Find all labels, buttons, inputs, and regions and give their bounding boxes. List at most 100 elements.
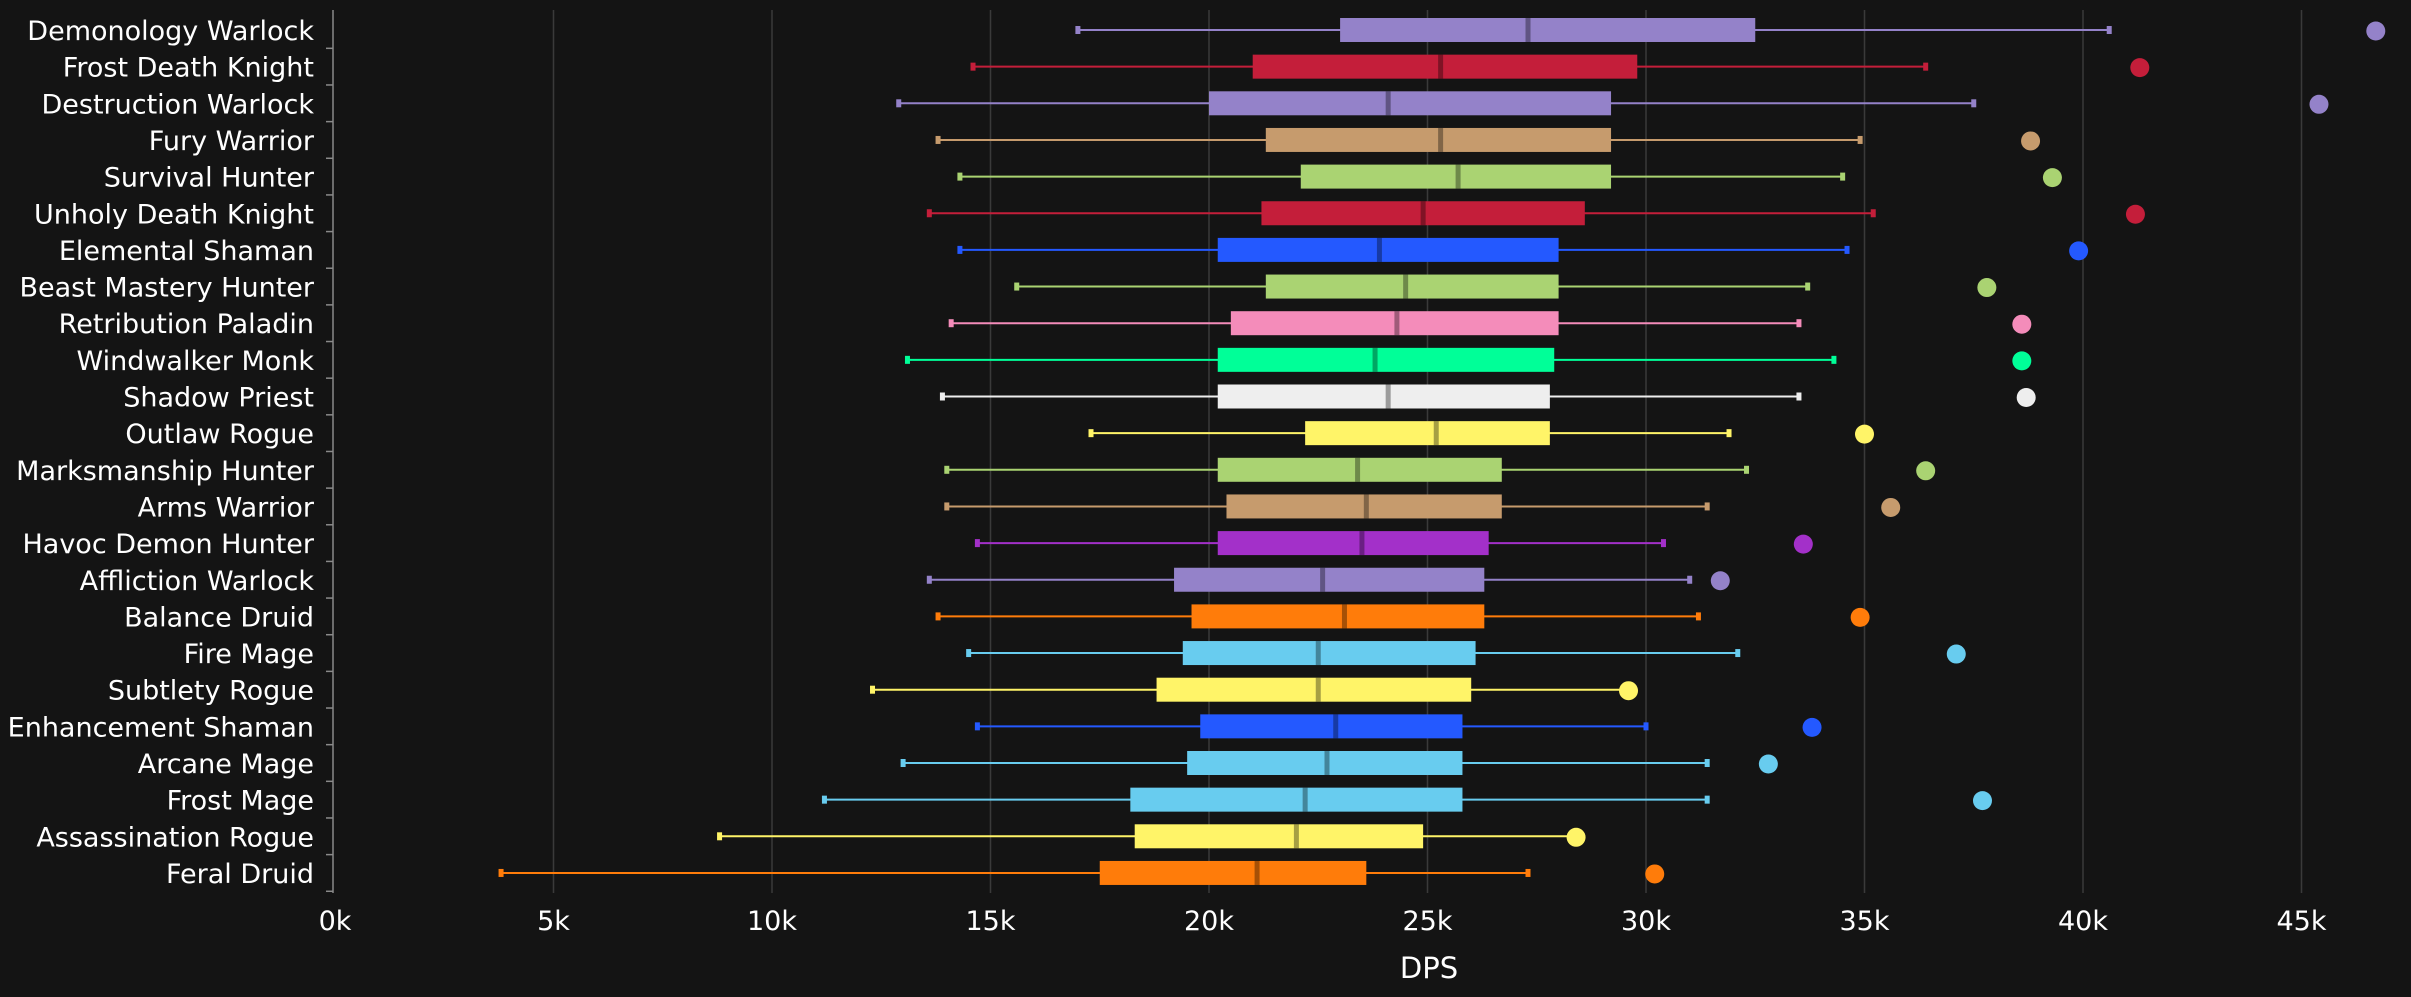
outlier-point: [1619, 681, 1639, 701]
median-line: [1385, 384, 1391, 409]
whisker-cap-min: [1075, 26, 1081, 34]
outlier-point: [1881, 497, 1901, 517]
x-tick-labels: 0k 5k 10k 15k 20k 25k 30k 35k 40k 45k: [319, 906, 2327, 937]
whisker-cap-min: [1014, 282, 1020, 291]
whisker-cap-min: [935, 135, 941, 144]
whisker-cap-max: [1744, 465, 1750, 474]
box-group: [821, 787, 1992, 812]
whisker-cap-max: [1805, 282, 1811, 291]
x-tick-label: 30k: [1621, 906, 1671, 937]
box-group: [926, 201, 2145, 226]
box-group: [935, 127, 2041, 152]
median-line: [1315, 641, 1321, 666]
whisker-cap-max: [1870, 209, 1876, 218]
median-line: [1438, 54, 1444, 79]
category-label: Havoc Demon Hunter: [22, 529, 314, 560]
grid-lines: [552, 10, 2303, 893]
box-group: [870, 677, 1639, 702]
median-line: [1433, 421, 1439, 446]
iqr-box: [1217, 237, 1559, 262]
box-group: [1088, 421, 1874, 446]
median-line: [1363, 494, 1369, 519]
median-line: [1324, 751, 1330, 775]
box-group: [966, 641, 1966, 666]
whisker-cap-max: [1704, 795, 1710, 804]
category-label: Shadow Priest: [123, 383, 314, 414]
outlier-point: [2309, 94, 2329, 114]
box-group: [970, 54, 2150, 79]
iqr-box: [1209, 91, 1612, 116]
outlier-point: [1793, 534, 1813, 554]
whisker-cap-min: [974, 539, 980, 548]
box-group: [974, 714, 1822, 739]
category-label: Feral Druid: [166, 859, 314, 890]
iqr-box: [1182, 641, 1476, 666]
whisker-cap-max: [1735, 649, 1741, 658]
box-group: [900, 751, 1778, 775]
iqr-box: [1217, 384, 1550, 409]
whisker-cap-min: [821, 795, 827, 804]
median-line: [1525, 18, 1531, 42]
iqr-box: [1156, 677, 1472, 702]
whisker-cap-min: [870, 685, 876, 694]
outlier-point: [2130, 58, 2150, 78]
iqr-box: [1261, 201, 1585, 226]
outlier-point: [2016, 388, 2036, 407]
category-label: Marksmanship Hunter: [16, 456, 315, 487]
iqr-box: [1134, 824, 1424, 849]
x-tick-label: 45k: [2277, 906, 2327, 937]
whisker-cap-max: [1525, 868, 1531, 877]
category-label: Arms Warrior: [138, 492, 315, 523]
box-group: [957, 237, 2089, 262]
iqr-box: [1187, 751, 1463, 775]
category-label: Frost Mage: [167, 786, 314, 817]
box-group: [1075, 18, 2386, 42]
outlier-point: [2366, 21, 2386, 41]
category-label: Frost Death Knight: [63, 53, 314, 84]
x-tick-label: 15k: [966, 906, 1016, 937]
x-tick-label: 20k: [1184, 906, 1234, 937]
whisker-cap-min: [935, 612, 941, 621]
outlier-point: [2042, 168, 2062, 188]
iqr-box: [1130, 787, 1463, 812]
box-group: [498, 860, 1665, 885]
x-tick-label: 25k: [1403, 906, 1453, 937]
whisker-cap-min: [944, 465, 950, 474]
whisker-cap-max: [1704, 502, 1710, 511]
category-label: Arcane Mage: [138, 749, 314, 780]
iqr-box: [1265, 127, 1612, 152]
whisker-cap-min: [926, 575, 932, 584]
median-line: [1254, 860, 1260, 885]
iqr-box: [1226, 494, 1502, 519]
whisker-cap-max: [1704, 759, 1710, 767]
iqr-box: [1217, 531, 1489, 556]
outlier-point: [1802, 717, 1822, 737]
category-label: Beast Mastery Hunter: [19, 273, 314, 304]
whisker-cap-min: [966, 649, 972, 658]
category-label: Enhancement Shaman: [8, 712, 314, 743]
category-label: Fury Warrior: [149, 126, 315, 157]
outlier-point: [1710, 571, 1730, 591]
whisker-cap-min: [957, 245, 963, 254]
iqr-box: [1265, 274, 1559, 299]
iqr-box: [1174, 567, 1485, 592]
box-group: [939, 384, 2036, 409]
whisker-cap-min: [896, 99, 902, 108]
axes: [326, 10, 334, 893]
median-line: [1376, 237, 1382, 262]
category-labels: Demonology Warlock Frost Death Knight Dest…: [8, 16, 315, 890]
outlier-point: [2012, 351, 2032, 371]
box-group: [717, 824, 1586, 849]
whisker-cap-min: [957, 172, 963, 181]
outlier-point: [2012, 314, 2032, 334]
boxes: [498, 18, 2386, 885]
box-group: [1014, 274, 1997, 299]
category-label: Destruction Warlock: [41, 89, 314, 120]
whisker-cap-max: [1923, 62, 1929, 71]
outlier-point: [2069, 241, 2089, 261]
whisker-cap-max: [1695, 612, 1701, 621]
median-line: [1438, 127, 1444, 152]
whisker-cap-max: [1831, 355, 1837, 364]
iqr-box: [1217, 347, 1555, 372]
median-line: [1455, 164, 1461, 189]
